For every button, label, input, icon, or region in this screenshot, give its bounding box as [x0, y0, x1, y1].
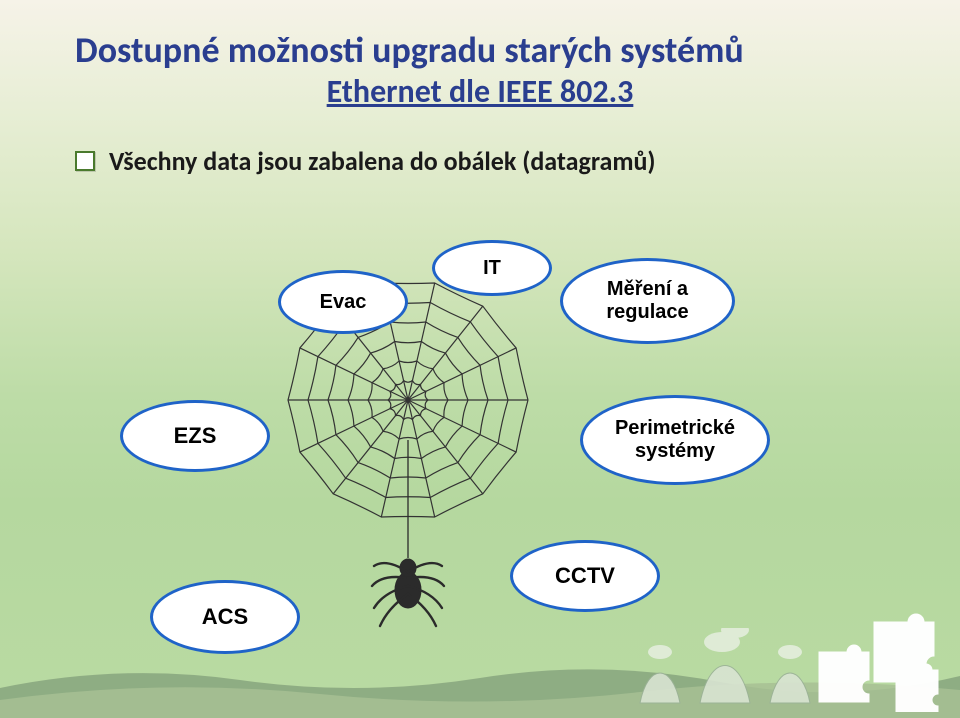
ground-decor: [0, 628, 960, 718]
node-acs: ACS: [150, 580, 300, 654]
node-cctv: CCTV: [510, 540, 660, 612]
slide-subtitle: Ethernet dle IEEE 802.3: [75, 72, 885, 111]
node-ezs: EZS: [120, 400, 270, 472]
bullet-row: Všechny data jsou zabalena do obálek (da…: [75, 145, 656, 177]
node-perim: Perimetrické systémy: [580, 395, 770, 485]
node-it: IT: [432, 240, 552, 296]
node-meas: Měření a regulace: [560, 258, 735, 344]
power-plant-icon: [0, 628, 960, 718]
slide-title: Dostupné možnosti upgradu starých systém…: [75, 28, 744, 72]
bullet-text: Všechny data jsou zabalena do obálek (da…: [109, 145, 656, 177]
puzzle-pieces-icon: [784, 542, 954, 712]
spider-icon: [368, 440, 448, 660]
node-evac: Evac: [278, 270, 408, 334]
bullet-marker-icon: [75, 151, 95, 171]
slide: Dostupné možnosti upgradu starých systém…: [0, 0, 960, 718]
